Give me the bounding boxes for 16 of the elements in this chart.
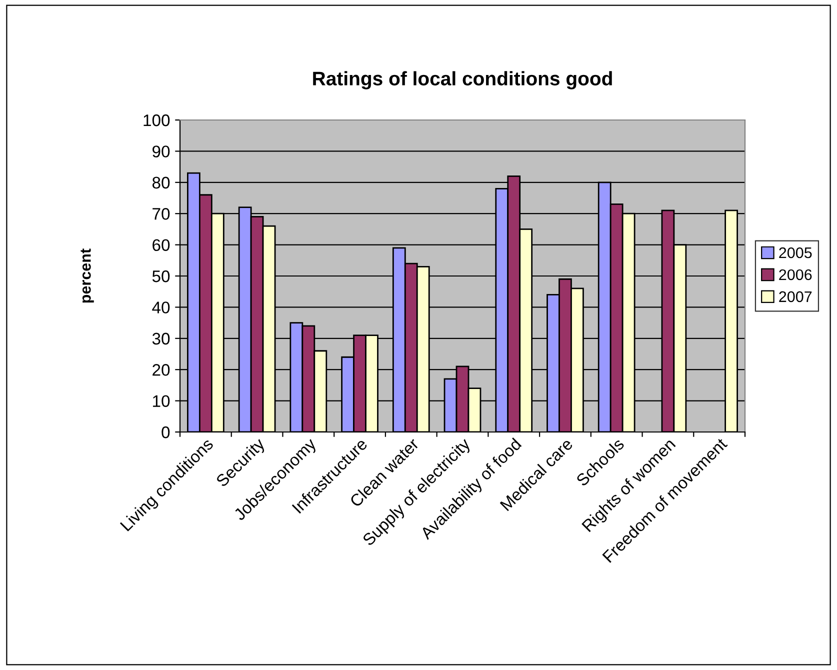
y-tick-label: 80 xyxy=(152,176,170,189)
chart-title: Ratings of local conditions good xyxy=(313,71,612,90)
y-tick-label: 90 xyxy=(152,146,170,158)
y-tick-label: 100 xyxy=(144,114,170,126)
y-tick-label: 70 xyxy=(152,208,170,220)
y-tick-label: 10 xyxy=(153,395,170,408)
y-tick-label: 50 xyxy=(152,270,170,282)
y-axis-title: percent xyxy=(80,248,94,303)
y-tick-label: 40 xyxy=(152,302,170,314)
legend-label: 2006 xyxy=(779,269,812,280)
legend-label: 2007 xyxy=(779,291,812,302)
y-tick-label: 30 xyxy=(152,332,170,345)
y-tick-label: 20 xyxy=(152,364,170,376)
y-tick-label: 0 xyxy=(162,426,170,438)
legend-label: 2005 xyxy=(779,247,812,258)
y-tick-label: 60 xyxy=(152,239,170,252)
